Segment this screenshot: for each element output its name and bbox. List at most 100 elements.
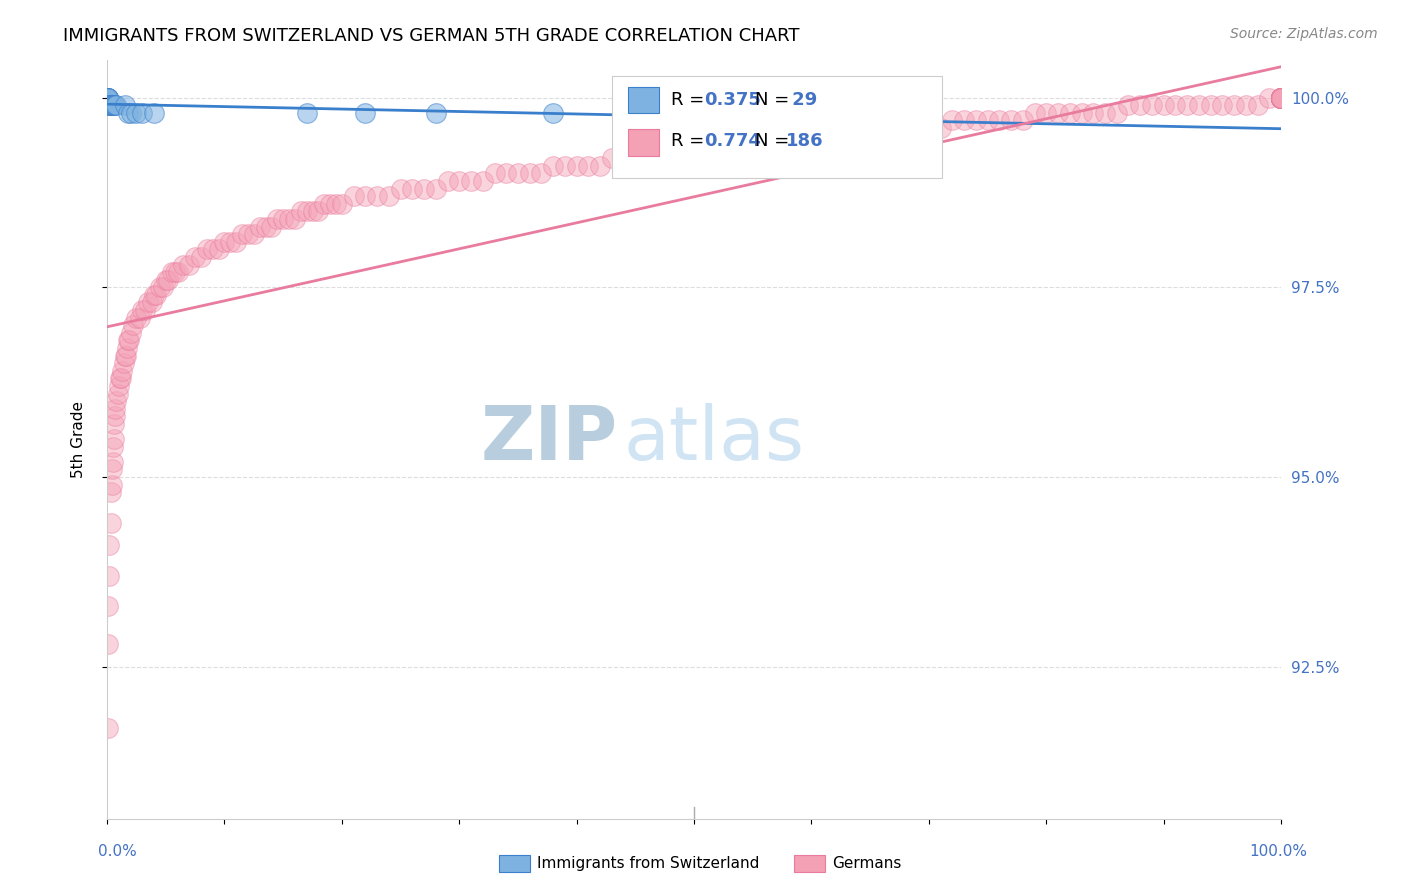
Point	[219, 235, 242, 249]
Point	[1270, 90, 1292, 104]
Point	[236, 227, 259, 242]
Point	[307, 204, 329, 219]
Point	[155, 273, 177, 287]
Point	[249, 219, 271, 234]
Point	[636, 151, 658, 165]
Point	[330, 196, 353, 211]
Point	[848, 128, 870, 143]
Point	[1175, 98, 1198, 112]
Point	[706, 144, 728, 158]
Point	[152, 280, 174, 294]
Point	[471, 174, 494, 188]
Point	[870, 120, 893, 135]
Point	[988, 113, 1011, 128]
Point	[1270, 90, 1292, 104]
Point	[1270, 90, 1292, 104]
Point	[1164, 98, 1187, 112]
Point	[1140, 98, 1163, 112]
Point	[260, 219, 283, 234]
Point	[96, 90, 118, 104]
Point	[824, 128, 846, 143]
Text: 100.0%: 100.0%	[1250, 845, 1308, 859]
Point	[104, 98, 127, 112]
Point	[1011, 113, 1033, 128]
Point	[290, 204, 312, 219]
Point	[554, 159, 576, 173]
Point	[97, 637, 120, 651]
Point	[1270, 90, 1292, 104]
Point	[1070, 105, 1092, 120]
Point	[301, 204, 323, 219]
Point	[578, 159, 600, 173]
Point	[98, 538, 121, 552]
Point	[695, 144, 717, 158]
Point	[134, 303, 156, 318]
Point	[1270, 90, 1292, 104]
Point	[101, 455, 124, 469]
Point	[1223, 98, 1246, 112]
Point	[730, 136, 752, 150]
Point	[1270, 90, 1292, 104]
Point	[314, 196, 336, 211]
Point	[112, 356, 135, 370]
Point	[117, 105, 139, 120]
Point	[254, 219, 277, 234]
Point	[103, 432, 125, 446]
Point	[201, 243, 224, 257]
Point	[648, 151, 671, 165]
Point	[789, 128, 811, 143]
Point	[118, 334, 141, 348]
Point	[100, 98, 122, 112]
Point	[231, 227, 253, 242]
Point	[105, 98, 128, 112]
Point	[98, 98, 121, 112]
Point	[1129, 98, 1152, 112]
Point	[835, 128, 858, 143]
Point	[495, 166, 517, 180]
Point	[1270, 90, 1292, 104]
Point	[354, 105, 377, 120]
Point	[1105, 105, 1128, 120]
Point	[1270, 90, 1292, 104]
Point	[1270, 90, 1292, 104]
Point	[425, 105, 447, 120]
Point	[115, 341, 138, 355]
Point	[905, 120, 928, 135]
Point	[295, 204, 318, 219]
Point	[98, 568, 121, 582]
Point	[145, 288, 167, 302]
Text: N =: N =	[755, 91, 794, 109]
Point	[107, 386, 129, 401]
Point	[718, 136, 741, 150]
Point	[1246, 98, 1268, 112]
Point	[541, 105, 564, 120]
Point	[1024, 105, 1046, 120]
Point	[149, 280, 172, 294]
Text: R =: R =	[671, 91, 710, 109]
Text: Immigrants from Switzerland: Immigrants from Switzerland	[537, 856, 759, 871]
Point	[101, 98, 124, 112]
Point	[131, 303, 153, 318]
Point	[929, 120, 952, 135]
Point	[165, 265, 187, 279]
Text: 0.0%: 0.0%	[98, 845, 138, 859]
Point	[104, 409, 127, 424]
Point	[98, 98, 121, 112]
Point	[1270, 90, 1292, 104]
Point	[114, 98, 136, 112]
Point	[883, 120, 905, 135]
Point	[100, 485, 122, 500]
Point	[117, 334, 139, 348]
Point	[129, 310, 152, 325]
Point	[1199, 98, 1222, 112]
Point	[96, 90, 118, 104]
Point	[104, 401, 127, 416]
Point	[97, 90, 120, 104]
Text: 0.774: 0.774	[704, 132, 761, 150]
Point	[754, 136, 776, 150]
Point	[953, 113, 976, 128]
Point	[1270, 90, 1292, 104]
Text: 0.375: 0.375	[704, 91, 761, 109]
Point	[776, 136, 799, 150]
Point	[354, 189, 377, 203]
